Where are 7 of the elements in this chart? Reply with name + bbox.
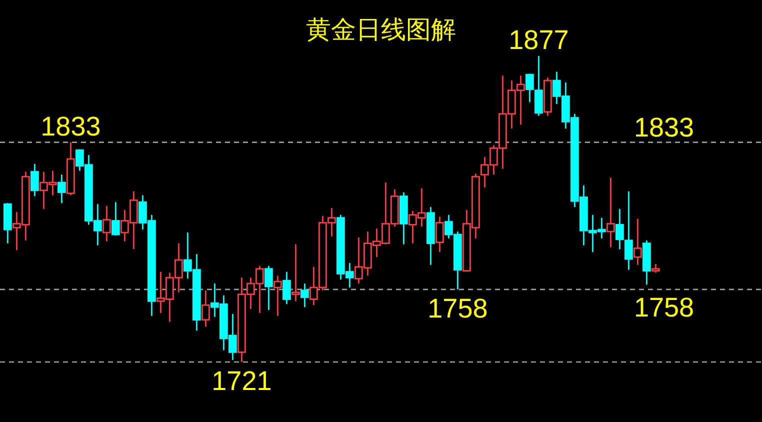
ref-line-label: 1758 — [634, 292, 694, 322]
annotation: 1833 — [40, 111, 101, 142]
annotation: 1877 — [508, 25, 569, 55]
ref-line-label: 1833 — [634, 112, 694, 142]
chart-title: 黄金日线图解 — [306, 16, 456, 44]
annotation: 1758 — [428, 293, 488, 324]
annotation: 1721 — [212, 366, 272, 396]
